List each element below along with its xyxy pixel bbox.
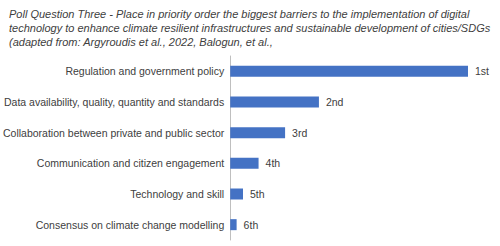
svg-text:Data availability, quality, qu: Data availability, quality, quantity and… xyxy=(4,96,224,108)
svg-text:Poll Question Three - Place in: Poll Question Three - Place in priority … xyxy=(9,8,472,20)
svg-text:3rd: 3rd xyxy=(292,127,307,139)
svg-text:technology to enhance climate: technology to enhance climate resilient … xyxy=(9,22,493,34)
svg-text:Technology and skill: Technology and skill xyxy=(130,188,224,200)
svg-text:1st: 1st xyxy=(475,65,489,77)
svg-text:2nd: 2nd xyxy=(326,96,344,108)
svg-text:Regulation and government poli: Regulation and government policy xyxy=(65,65,225,77)
svg-text:Communication and citizen enga: Communication and citizen engagement xyxy=(37,157,224,169)
svg-text:4th: 4th xyxy=(266,157,281,169)
svg-text:Consensus on climate change mo: Consensus on climate change modelling xyxy=(36,219,225,231)
svg-text:Collaboration between private: Collaboration between private and public… xyxy=(3,127,225,139)
svg-text:(adapted from: Argyroudis et a: (adapted from: Argyroudis et al., 2022, … xyxy=(9,36,273,48)
svg-text:6th: 6th xyxy=(244,219,259,231)
svg-text:5th: 5th xyxy=(250,188,265,200)
